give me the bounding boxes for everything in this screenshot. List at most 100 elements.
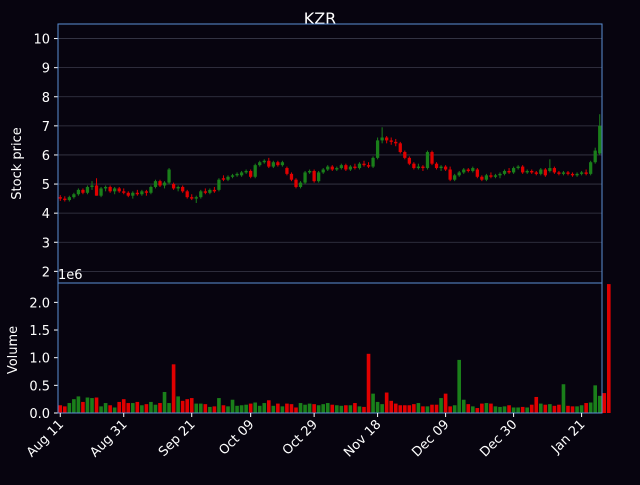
volume-bar: [511, 407, 516, 413]
candle-body: [593, 150, 597, 163]
volume-bar: [108, 405, 112, 413]
candle-body: [85, 186, 90, 193]
volume-bar: [266, 400, 271, 413]
volume-bar: [366, 353, 371, 413]
candle-body: [190, 197, 194, 199]
volume-panel-frame: [57, 282, 603, 414]
volume-bars: [58, 284, 611, 413]
candle-body: [412, 163, 416, 169]
volume-bar: [239, 405, 244, 413]
candle-body: [144, 191, 149, 193]
x-tick-label: Aug 11: [24, 417, 67, 460]
volume-bar: [398, 405, 403, 413]
volume-bar: [235, 405, 239, 413]
candle-body: [339, 165, 343, 169]
candle-body: [407, 157, 411, 164]
candle-body: [76, 189, 81, 195]
volume-bar: [203, 404, 208, 413]
volume-bar: [217, 398, 221, 413]
candle-body: [566, 172, 570, 174]
candle-body: [330, 166, 334, 170]
volume-bar: [226, 406, 230, 413]
candle-body: [530, 170, 534, 173]
volume-bar: [194, 403, 199, 413]
candle-body: [212, 189, 217, 192]
volume-bar: [76, 396, 81, 413]
volume-bar: [448, 406, 452, 413]
candle-body: [430, 152, 434, 164]
volume-bar: [421, 406, 425, 413]
volume-bar: [466, 404, 471, 413]
candle-body: [239, 172, 244, 176]
candle-body: [244, 170, 248, 173]
candle-body: [398, 143, 402, 153]
candle-body: [480, 176, 484, 180]
candle-body: [543, 169, 547, 176]
volume-bar: [303, 404, 307, 413]
volume-bar: [185, 399, 190, 413]
candle-body: [511, 168, 516, 173]
candle-body: [99, 188, 103, 196]
volume-bar: [316, 405, 321, 413]
volume-bar: [330, 404, 335, 413]
candle-body: [158, 181, 162, 186]
volume-bar: [307, 403, 312, 413]
volume-bar: [189, 398, 194, 413]
volume-bar: [285, 403, 289, 413]
candle-body: [294, 179, 298, 187]
candle-body: [570, 173, 575, 176]
candle-body: [489, 175, 493, 177]
candle-body: [371, 157, 375, 167]
volume-bar: [538, 403, 543, 413]
volume-bar: [525, 407, 530, 413]
volume-bar: [371, 393, 375, 413]
volume-bar: [162, 391, 167, 413]
volume-bar: [529, 404, 534, 413]
candle-body: [380, 137, 384, 141]
candle-body: [579, 172, 584, 174]
candle-body: [113, 188, 117, 192]
volume-bar: [212, 406, 217, 413]
volume-bar: [430, 404, 434, 413]
volume-bar: [321, 404, 326, 413]
x-tick-label: Oct 09: [216, 417, 257, 458]
candle-body: [457, 172, 461, 176]
candle-body: [348, 166, 353, 170]
candle-body: [307, 170, 312, 173]
candle-body: [171, 184, 176, 189]
candle-body: [521, 166, 525, 173]
volume-bar: [325, 403, 330, 413]
volume-bar: [425, 406, 430, 413]
candle-body: [357, 163, 362, 169]
volume-y-ticks: 0.0 0.5 1.0 1.5 2.0: [29, 296, 58, 422]
volume-bar: [593, 385, 598, 413]
volume-bar: [357, 406, 362, 413]
candle-body: [389, 140, 393, 142]
candle-body: [285, 168, 289, 174]
candle-body: [448, 169, 452, 180]
candle-body: [375, 140, 380, 158]
volume-bar: [257, 405, 262, 413]
volume-bar: [99, 406, 103, 413]
candle-body: [475, 169, 479, 177]
volume-bar: [85, 397, 90, 413]
price-y-tick-label: 8: [42, 91, 50, 106]
candle-body: [466, 169, 470, 171]
volume-bar: [375, 401, 380, 413]
candle-body: [439, 166, 443, 169]
candle-body: [557, 172, 561, 174]
candle-body: [317, 172, 321, 182]
volume-bar: [198, 403, 203, 413]
candle-body: [235, 173, 239, 176]
x-tick-label: Sep 21: [156, 417, 199, 460]
volume-bar: [90, 398, 94, 413]
volume-bar: [502, 406, 507, 413]
volume-y-tick-label: 2.0: [29, 296, 50, 311]
candle-body: [321, 169, 325, 173]
candle-body: [230, 175, 235, 177]
chart-title: KZR: [304, 9, 337, 28]
volume-bar: [221, 405, 226, 413]
volume-bar: [103, 403, 108, 413]
volume-y-tick-label: 1.5: [29, 324, 50, 339]
